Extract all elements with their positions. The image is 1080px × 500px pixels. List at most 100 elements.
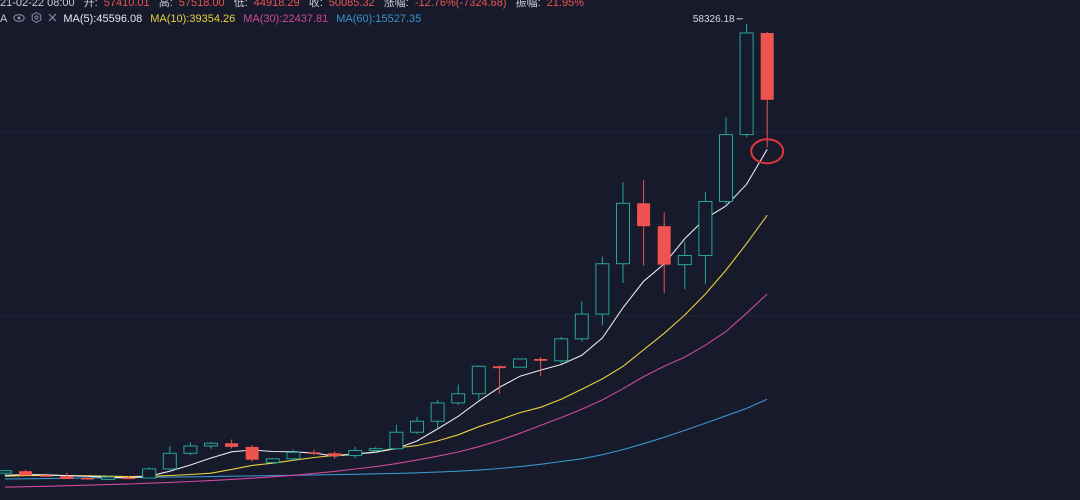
- highlight-circle: [750, 138, 785, 165]
- candle: [451, 384, 466, 405]
- candle: [348, 446, 363, 458]
- candle-body-down: [122, 477, 136, 480]
- candle: [183, 442, 198, 456]
- candle-body-up: [677, 254, 692, 266]
- low-label: 低:: [233, 0, 248, 9]
- candle: [574, 301, 589, 342]
- candle-body-up: [616, 202, 630, 265]
- candle: [368, 446, 383, 453]
- ma60-legend: MA(60):15527.35: [336, 13, 422, 25]
- candle-body-down: [19, 471, 33, 476]
- candle-body-up: [286, 451, 301, 460]
- candle: [328, 451, 342, 459]
- ma10-line: [4, 214, 768, 478]
- candle-body-up: [554, 338, 569, 362]
- candle-body-up: [142, 468, 157, 479]
- candle: [80, 476, 94, 480]
- eye-icon[interactable]: [13, 13, 26, 26]
- candle: [39, 473, 53, 478]
- candle: [595, 256, 610, 326]
- ma60-line: [4, 398, 768, 480]
- ma30-legend: MA(30):22437.81: [243, 13, 329, 25]
- candle: [410, 416, 424, 435]
- candle-body-up: [430, 402, 445, 422]
- open-value: 57410.01: [103, 0, 150, 9]
- candle: [60, 472, 74, 479]
- candle: [471, 365, 486, 400]
- candle-body-up: [162, 452, 177, 470]
- candle: [101, 475, 115, 480]
- candle: [513, 358, 527, 368]
- candle: [430, 400, 445, 429]
- candle: [19, 469, 33, 477]
- candle: [657, 212, 671, 294]
- ohlc-info-row: 21-02-22 08:00 开: 57410.01 高: 57518.00 低: 4…: [0, 0, 590, 9]
- candle-body-up: [389, 431, 404, 450]
- ma30-line: [4, 293, 768, 488]
- candle-body-up: [368, 448, 383, 452]
- peak-price-label: 58326.18: [693, 14, 735, 25]
- candle: [677, 241, 692, 290]
- candle: [204, 441, 218, 449]
- candle-body-down: [328, 453, 342, 457]
- candle-body-up: [410, 420, 424, 433]
- low-value: 44918.29: [253, 0, 300, 9]
- candle: [719, 117, 733, 205]
- candle-body-up: [574, 313, 589, 340]
- candle-body-up: [595, 263, 610, 315]
- candle-body-down: [225, 443, 239, 447]
- candle-body-up: [698, 200, 713, 256]
- candle-body-down: [657, 226, 671, 265]
- candle: [245, 445, 259, 462]
- candle: [554, 336, 569, 364]
- candle: [616, 182, 630, 283]
- candle: [286, 449, 301, 461]
- open-label: 开:: [83, 0, 98, 9]
- candle: [225, 439, 239, 449]
- candle: [492, 365, 506, 394]
- candle: [162, 445, 177, 470]
- change-value: -12.76%(-7324.68): [414, 0, 507, 9]
- high-label: 高:: [158, 0, 173, 9]
- candle-body-up: [265, 458, 280, 463]
- candle-body-down: [245, 446, 259, 460]
- candle-body-up: [471, 365, 486, 395]
- close-icon[interactable]: [48, 13, 57, 25]
- gear-icon[interactable]: [31, 11, 42, 26]
- candle-body-up: [204, 442, 218, 447]
- candle: [389, 424, 404, 450]
- change-label: 涨幅:: [383, 0, 409, 9]
- candle-body-down: [760, 32, 774, 100]
- ma10-legend: MA(10):39354.26: [150, 13, 236, 25]
- close-label: 收:: [308, 0, 323, 9]
- indicator-label: A: [0, 13, 8, 25]
- high-value: 57518.00: [178, 0, 225, 9]
- candle: [307, 449, 321, 456]
- candle-body-up: [348, 450, 363, 457]
- candle-body-up: [101, 476, 115, 480]
- candle: [534, 357, 548, 377]
- amplitude-label: 振幅:: [515, 0, 541, 9]
- candle-body-up: [183, 445, 198, 454]
- candle-body-down: [60, 476, 74, 479]
- candle-body-down: [534, 358, 548, 361]
- candle-body-down: [492, 366, 506, 369]
- ma-legend: A MA(5):45596.08 MA(10):39354.26 MA(30):…: [0, 11, 429, 27]
- candle-body-down: [307, 452, 321, 454]
- candle-body-up: [0, 470, 12, 474]
- candle-body-up: [513, 358, 527, 368]
- date-text: 21-02-22 08:00: [0, 0, 75, 9]
- candle-body-up: [739, 32, 754, 136]
- close-value: 50085.32: [328, 0, 375, 9]
- candle-body-up: [451, 393, 466, 404]
- candle: [122, 476, 136, 480]
- candle-body-down: [80, 478, 94, 480]
- ma5-line: [4, 149, 768, 479]
- candle: [698, 192, 713, 284]
- ma5-legend: MA(5):45596.08: [63, 13, 143, 25]
- candle-body-up: [719, 134, 733, 202]
- candle: [637, 180, 651, 266]
- candle-body-down: [637, 203, 651, 227]
- candle: [0, 469, 12, 476]
